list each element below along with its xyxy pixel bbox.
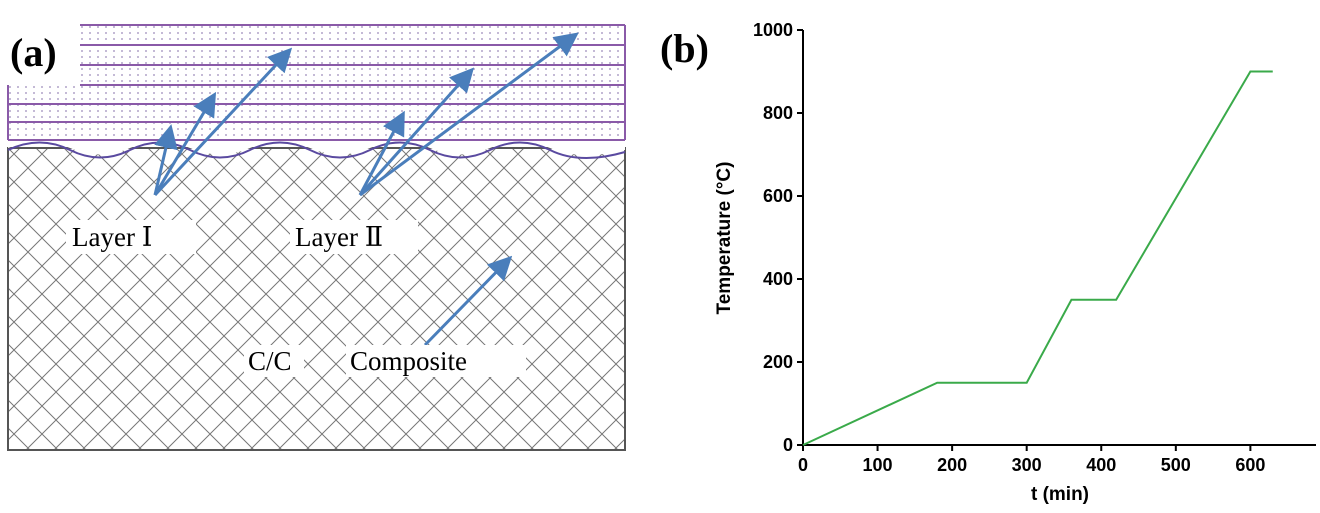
arrows — [153, 32, 579, 347]
y-tick-label: 800 — [763, 103, 793, 123]
substrate — [7, 147, 626, 451]
x-tick-label: 0 — [798, 455, 808, 475]
panel-label: (a) — [10, 30, 57, 75]
chart: (b) t (min) Temperature (°C) 0 200 400 600 8… — [660, 20, 1316, 505]
label: C/C — [248, 346, 292, 376]
x-axis-label: t (min) — [1031, 484, 1089, 505]
y-axis-label: Temperature (°C) — [714, 162, 735, 315]
layers-bottom — [8, 85, 625, 140]
y-tick-label: 200 — [763, 352, 793, 372]
interface — [7, 141, 626, 160]
x-tick-label: 100 — [863, 455, 893, 475]
y-tick-label: 600 — [763, 186, 793, 206]
label: Layer Ⅱ — [295, 222, 383, 252]
x-tick-label: 600 — [1235, 455, 1265, 475]
diagram: (a) Layer Ⅰ Layer Ⅱ C/C Composite — [7, 24, 626, 451]
y-tick-label: 1000 — [753, 20, 793, 40]
y-tick-label: 0 — [783, 435, 793, 455]
layer-lines — [7, 24, 626, 141]
x-tick-label: 300 — [1012, 455, 1042, 475]
x-tick-label: 400 — [1086, 455, 1116, 475]
layers-top — [80, 25, 625, 85]
x-tick-label: 200 — [937, 455, 967, 475]
y-tick-label: 400 — [763, 269, 793, 289]
x-tick-label: 500 — [1161, 455, 1191, 475]
data-line — [802, 70, 1273, 446]
label: Composite — [350, 346, 467, 376]
panel-label: (b) — [660, 26, 709, 71]
interface-fill — [8, 140, 625, 156]
label: Layer Ⅰ — [72, 222, 152, 252]
